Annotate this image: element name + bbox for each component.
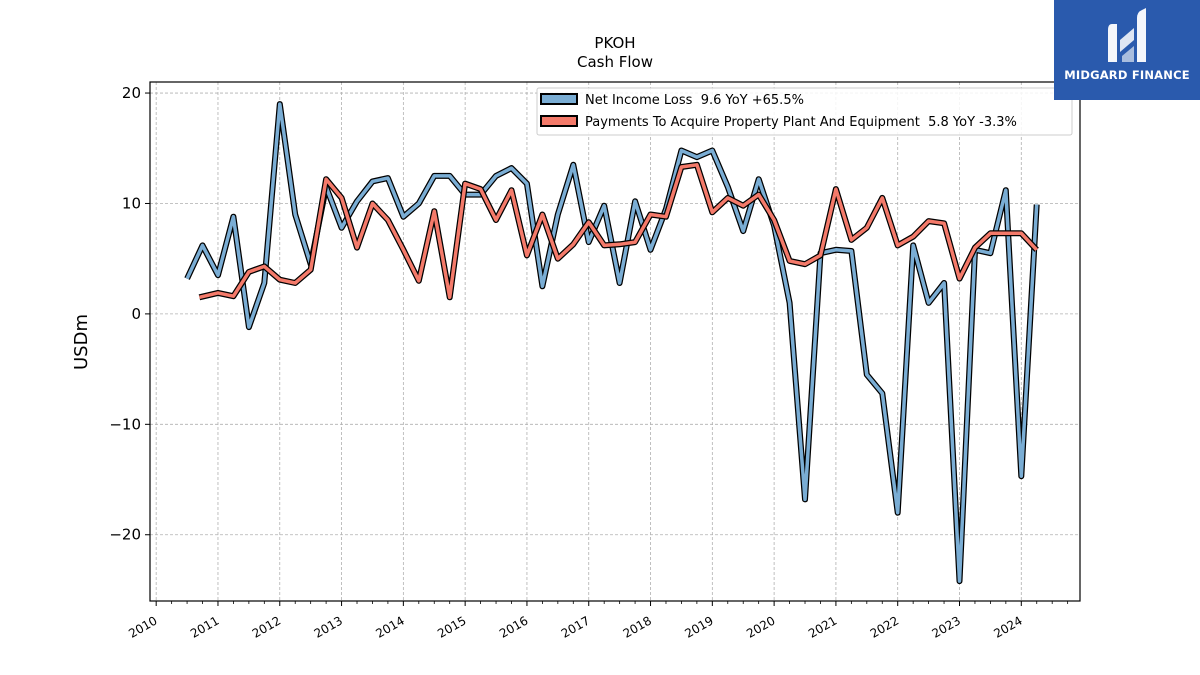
x-tick-label: 2011 bbox=[188, 613, 221, 640]
y-axis-label: USDm bbox=[71, 314, 92, 370]
legend-label-capex: Payments To Acquire Property Plant And E… bbox=[585, 115, 1017, 130]
y-tick-label: 10 bbox=[122, 194, 141, 212]
x-tick-label: 2014 bbox=[373, 613, 406, 640]
legend-swatch-net-income bbox=[540, 93, 578, 105]
x-tick-label: 2019 bbox=[682, 613, 715, 640]
x-tick-label: 2024 bbox=[991, 613, 1024, 640]
x-tick-label: 2010 bbox=[126, 613, 159, 640]
y-tick-label: 0 bbox=[131, 305, 141, 323]
series-line-net-income bbox=[185, 102, 1039, 583]
x-tick-label: 2018 bbox=[621, 613, 654, 640]
x-tick-label: 2022 bbox=[868, 613, 901, 640]
y-tick-label: −20 bbox=[109, 526, 141, 544]
legend-box bbox=[536, 87, 1073, 136]
legend-swatch-capex bbox=[540, 115, 578, 127]
series-lines bbox=[184, 101, 1040, 585]
legend: Net Income Loss 9.6 YoY +65.5% Payments … bbox=[536, 87, 1073, 136]
x-tick-label: 2017 bbox=[559, 613, 592, 640]
x-tick-label: 2013 bbox=[312, 613, 345, 640]
x-tick-label: 2020 bbox=[744, 613, 777, 640]
chart-subtitle: Cash Flow bbox=[577, 53, 653, 71]
y-tick-label: −10 bbox=[109, 415, 141, 433]
x-tick-label: 2016 bbox=[497, 613, 530, 640]
logo-text: MIDGARD FINANCE bbox=[1064, 68, 1190, 82]
logo-mark-icon bbox=[1054, 0, 1200, 100]
legend-label-net-income: Net Income Loss 9.6 YoY +65.5% bbox=[585, 93, 804, 108]
chart-title: PKOH bbox=[594, 34, 635, 52]
midgard-finance-logo: MIDGARD FINANCE bbox=[1054, 0, 1200, 100]
y-tick-label: 20 bbox=[122, 84, 141, 102]
x-tick-label: 2023 bbox=[930, 613, 963, 640]
x-tick-label: 2021 bbox=[806, 613, 839, 640]
x-tick-label: 2012 bbox=[250, 613, 283, 640]
plot-area-frame bbox=[149, 81, 1081, 602]
x-tick-label: 2015 bbox=[435, 613, 468, 640]
series-line-capex bbox=[198, 163, 1038, 300]
